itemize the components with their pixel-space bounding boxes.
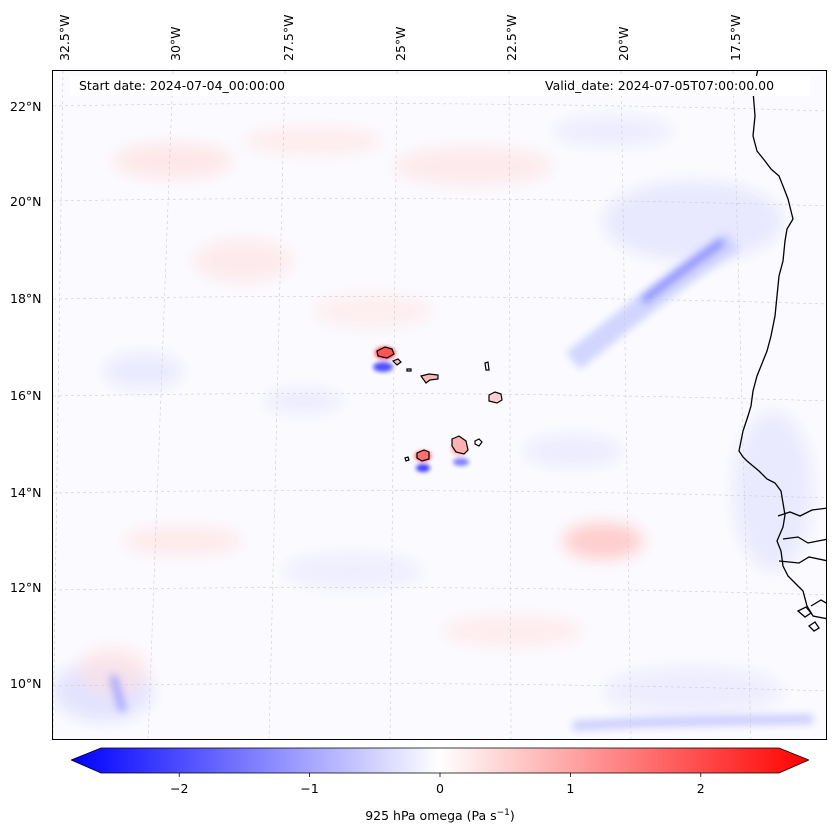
lon-label-32-5: 32.5°W (57, 14, 72, 61)
colorbar-tick-label: 1 (566, 781, 575, 796)
date-strip (70, 76, 810, 96)
lat-label-12: 12°N (10, 580, 42, 595)
omega-field-map (53, 71, 826, 739)
ascent-band (109, 231, 814, 731)
lon-label-30: 30°W (168, 26, 183, 61)
lat-label-14: 14°N (10, 485, 42, 500)
colorbar-gradient (71, 747, 809, 774)
start-date-label: Start date: 2024-07-04_00:00:00 (79, 78, 285, 93)
lat-label-10: 10°N (10, 676, 42, 691)
lon-label-17-5: 17.5°W (728, 14, 743, 61)
map-panel (52, 70, 827, 740)
omega-field (53, 116, 813, 721)
colorbar-tick-label: −1 (300, 781, 319, 796)
lat-label-22: 22°N (10, 99, 42, 114)
lon-label-27-5: 27.5°W (281, 14, 296, 61)
colorbar-tick-label: 0 (436, 781, 444, 796)
colorbar-title: 925 hPa omega (Pa s−1) (365, 808, 515, 824)
west-africa-coastline (738, 71, 826, 632)
graticule (53, 71, 826, 739)
valid-date-label: Valid_date: 2024-07-05T07:00:00.00 (545, 78, 775, 93)
lon-label-22-5: 22.5°W (504, 14, 519, 61)
cape-verde-islands (376, 346, 503, 462)
colorbar-tick-label: 2 (696, 781, 705, 796)
colorbar (71, 747, 809, 777)
lat-label-20: 20°N (10, 194, 42, 209)
lat-label-18: 18°N (10, 291, 42, 306)
lon-label-20: 20°W (616, 26, 631, 61)
colorbar-tick-label: −2 (170, 781, 189, 796)
lat-label-16: 16°N (10, 388, 42, 403)
lon-label-25: 25°W (393, 26, 408, 61)
